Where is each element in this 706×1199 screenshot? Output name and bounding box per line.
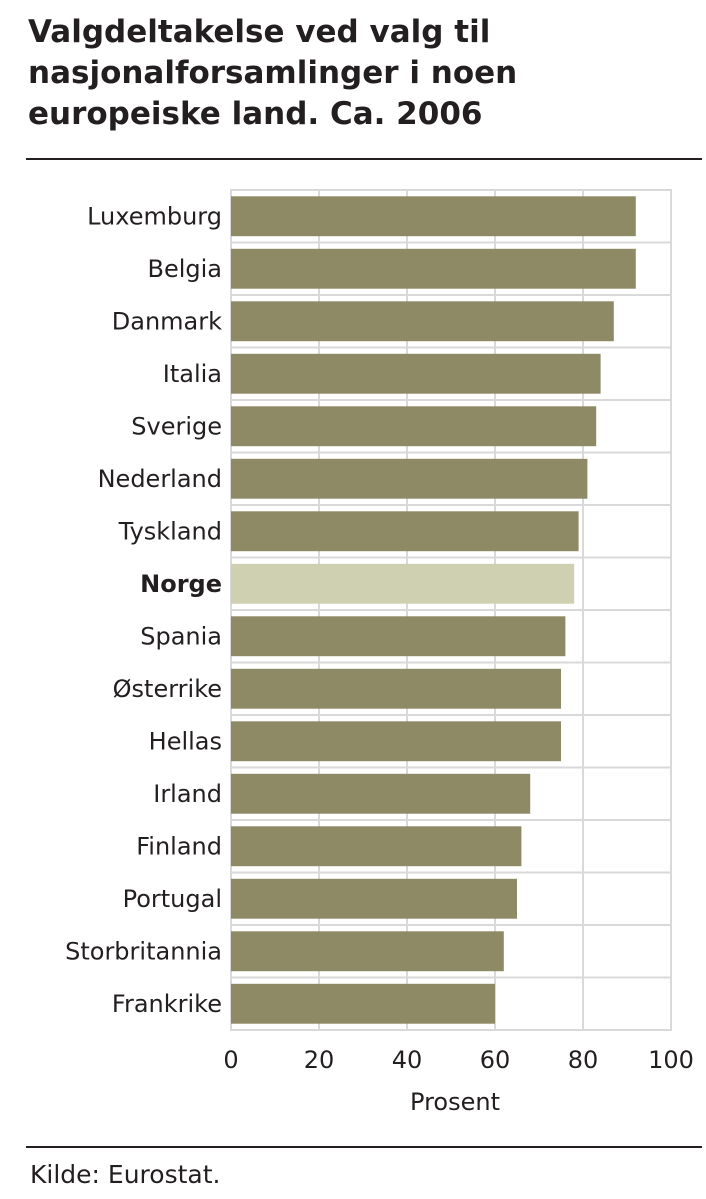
category-label: Norge: [140, 570, 222, 598]
bar-2: [231, 301, 614, 342]
bar-7: [231, 563, 575, 604]
bar-6: [231, 511, 579, 552]
bar-0: [231, 196, 636, 237]
source-divider: [26, 1146, 702, 1148]
category-label: Storbritannia: [65, 937, 222, 965]
bar-3: [231, 353, 601, 394]
category-label: Danmark: [112, 307, 222, 335]
x-tick-label: 60: [480, 1046, 511, 1074]
bar-5: [231, 458, 588, 499]
bar-9: [231, 668, 561, 709]
category-label: Østerrike: [113, 675, 222, 703]
x-tick-label: 100: [648, 1046, 694, 1074]
category-label: Portugal: [123, 885, 222, 913]
title-divider: [26, 158, 702, 160]
category-label: Belgia: [147, 255, 222, 283]
bar-14: [231, 931, 504, 972]
category-label: Frankrike: [112, 990, 222, 1018]
category-label: Irland: [153, 780, 222, 808]
category-label: Nederland: [98, 465, 222, 493]
x-tick-label: 40: [392, 1046, 423, 1074]
category-label: Sverige: [131, 412, 222, 440]
x-tick-label: 80: [568, 1046, 599, 1074]
category-label: Hellas: [149, 727, 222, 755]
bar-1: [231, 248, 636, 289]
bar-4: [231, 406, 597, 447]
source-note: Kilde: Eurostat.: [30, 1160, 221, 1189]
bar-11: [231, 773, 531, 814]
category-label: Italia: [163, 360, 222, 388]
bar-8: [231, 616, 566, 657]
category-label: Finland: [136, 832, 222, 860]
bar-chart: Luxemburg Belgia Danmark Italia Sverige Neder…: [65, 189, 694, 1116]
bar-15: [231, 983, 495, 1024]
x-axis-label: Prosent: [410, 1088, 500, 1116]
category-label: Tyskland: [118, 517, 222, 545]
x-tick-label: 0: [223, 1046, 238, 1074]
x-tick-label: 20: [304, 1046, 335, 1074]
bar-12: [231, 826, 522, 867]
bar-10: [231, 721, 561, 762]
chart-title: Valgdeltakelse ved valg til nasjonalfors…: [28, 14, 518, 132]
bar-13: [231, 878, 517, 919]
category-label: Spania: [140, 622, 222, 650]
category-label: Luxemburg: [87, 202, 222, 230]
